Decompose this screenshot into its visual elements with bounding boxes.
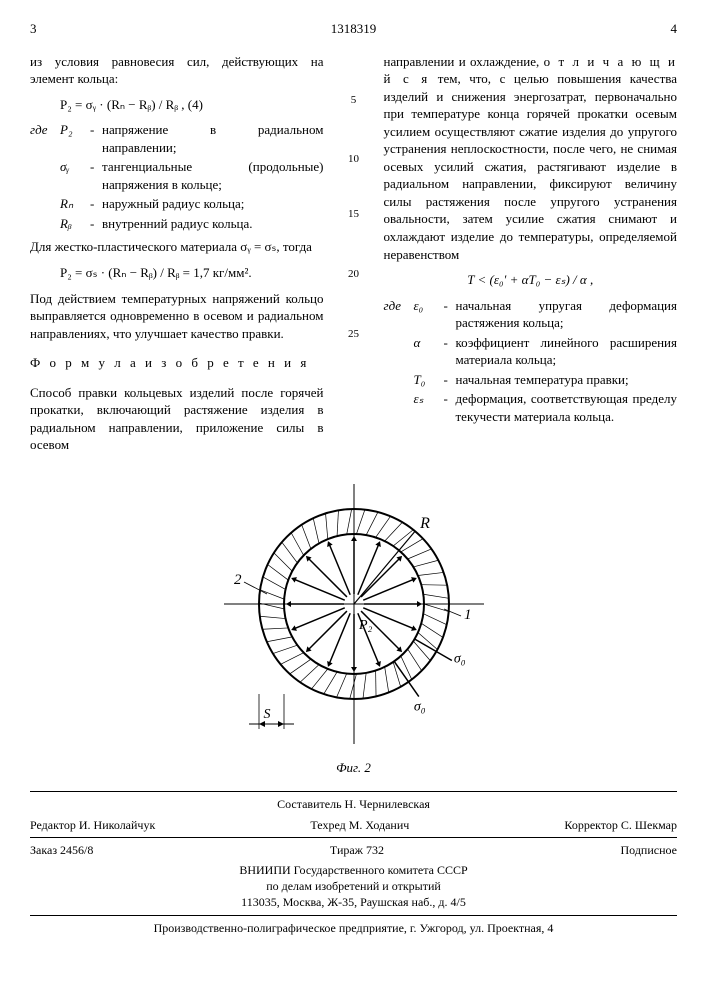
svg-text:1: 1 — [464, 607, 472, 623]
lineno: 10 — [348, 152, 359, 167]
two-column-body: из условия равновесия сил, действующих н… — [30, 53, 677, 454]
tirazh: Тираж 732 — [330, 842, 384, 858]
patent-number: 1318319 — [37, 20, 671, 38]
org-line-1: ВНИИПИ Государственного комитета СССР — [30, 862, 677, 878]
sym: σᵧ — [60, 158, 90, 193]
page-header: 3 1318319 4 — [30, 20, 677, 38]
column-right: направлении и охлаждение, о т л и ч а ю … — [384, 53, 678, 454]
claims-heading: Ф о р м у л а и з о б р е т е н и я — [30, 354, 324, 372]
sym: P₂ — [60, 121, 90, 156]
figure-2: R 1 2 P₂ Sσ₀ σ₀ Фиг. 2 — [30, 474, 677, 777]
subscription: Подписное — [621, 842, 678, 858]
where-list-1: где P₂- напряжение в радиальном направле… — [30, 121, 324, 232]
where-text: тангенциальные (продольные) напряжения в… — [102, 158, 324, 193]
sym: εₛ — [414, 390, 444, 425]
para: Под действием температурных напряжений к… — [30, 290, 324, 343]
svg-text:σ₀: σ₀ — [413, 700, 425, 715]
page-num-right: 4 — [671, 20, 678, 38]
ring-diagram-svg: R 1 2 P₂ Sσ₀ σ₀ — [204, 474, 504, 754]
order-num: Заказ 2456/8 — [30, 842, 93, 858]
formula-4: P₂ = σᵧ · (Rₙ − Rᵦ) / Rᵦ , (4) — [30, 96, 324, 114]
inequality-formula: T < (ε₀′ + αT₀ − εₛ) / α , — [384, 271, 678, 289]
formula-p2: P₂ = σₛ · (Rₙ − Rᵦ) / Rᵦ = 1,7 кг/мм². — [30, 264, 324, 282]
lineno: 25 — [348, 327, 359, 342]
where-intro: где — [384, 297, 414, 332]
lineno: 20 — [348, 267, 359, 282]
line-number-gutter: 5 10 15 20 25 — [344, 53, 364, 454]
sym: T₀ — [414, 371, 444, 389]
svg-text:σ₀: σ₀ — [453, 651, 465, 666]
sym: Rₙ — [60, 195, 90, 213]
corrector: Корректор С. Шекмар — [564, 817, 677, 833]
para: направлении и охлаждение, о т л и ч а ю … — [384, 53, 678, 264]
svg-text:S: S — [263, 707, 270, 722]
svg-text:R: R — [419, 515, 430, 532]
para: Способ правки кольцевых изделий после го… — [30, 384, 324, 454]
figure-caption: Фиг. 2 — [30, 759, 677, 777]
para: из условия равновесия сил, действующих н… — [30, 53, 324, 88]
address: 113035, Москва, Ж-35, Раушская наб., д. … — [30, 894, 677, 910]
org-line-2: по делам изобретений и открытий — [30, 878, 677, 894]
printer: Производственно-полиграфическое предприя… — [30, 915, 677, 936]
sym: ε₀ — [414, 297, 444, 332]
where-text: напряжение в радиальном направлении; — [102, 121, 324, 156]
where-intro: где — [30, 121, 60, 156]
compositor: Составитель Н. Чернилевская — [277, 796, 430, 812]
editor: Редактор И. Николайчук — [30, 817, 155, 833]
lineno: 15 — [348, 207, 359, 222]
where-text: коэффициент линейного расширения материа… — [456, 334, 678, 369]
where-list-2: где ε₀- начальная упругая деформация рас… — [384, 297, 678, 426]
sym: α — [414, 334, 444, 369]
where-text: внутренний радиус кольца. — [102, 215, 324, 233]
where-text: наружный радиус кольца; — [102, 195, 324, 213]
where-text: начальная упругая деформация растяжения … — [456, 297, 678, 332]
where-text: начальная температура правки; — [456, 371, 678, 389]
imprint-footer: Составитель Н. Чернилевская Редактор И. … — [30, 791, 677, 935]
svg-text:P₂: P₂ — [358, 618, 373, 633]
lineno: 5 — [351, 93, 357, 108]
sym: Rᵦ — [60, 215, 90, 233]
svg-text:2: 2 — [234, 572, 242, 588]
para: Для жестко-пластического материала σᵧ = … — [30, 238, 324, 256]
techred: Техред М. Ходанич — [310, 817, 409, 833]
column-left: из условия равновесия сил, действующих н… — [30, 53, 324, 454]
where-text: деформация, соответствующая пределу теку… — [456, 390, 678, 425]
